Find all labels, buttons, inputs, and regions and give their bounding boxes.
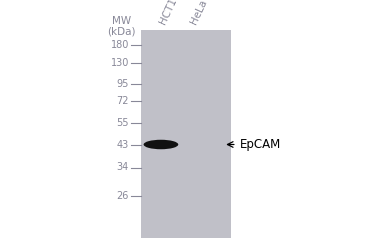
Text: 130: 130: [110, 58, 129, 68]
Ellipse shape: [144, 140, 178, 149]
Bar: [141, 30, 231, 238]
Text: 55: 55: [117, 118, 129, 128]
Text: 95: 95: [117, 79, 129, 89]
Text: (kDa): (kDa): [107, 27, 136, 37]
Text: EpCAM: EpCAM: [239, 138, 281, 151]
Text: 72: 72: [117, 96, 129, 106]
Text: 43: 43: [117, 140, 129, 149]
Text: MW: MW: [112, 16, 131, 26]
Text: HCT116: HCT116: [158, 0, 184, 26]
Text: 180: 180: [110, 40, 129, 50]
Text: HeLa: HeLa: [189, 0, 209, 26]
Text: 26: 26: [117, 191, 129, 201]
Text: 34: 34: [117, 162, 129, 172]
